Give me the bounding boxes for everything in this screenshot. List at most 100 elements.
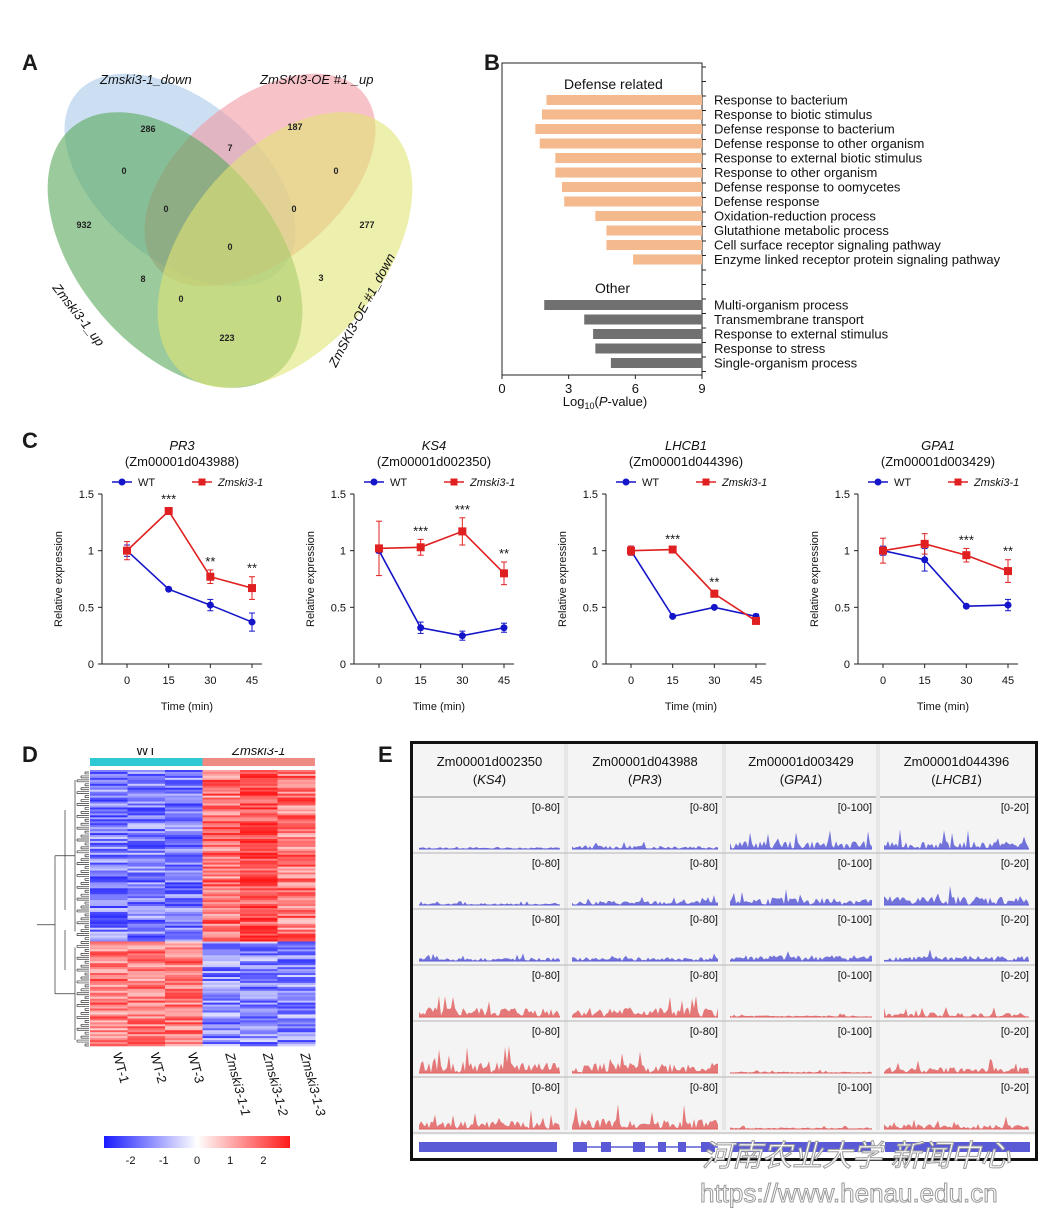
track-range-label: [0-80] [532, 1082, 560, 1094]
heatmap-cell [90, 890, 128, 893]
significance-mark: *** [665, 531, 680, 546]
heatmap-cell [127, 900, 166, 903]
heatmap-cell [202, 813, 241, 816]
heatmap-cell [90, 868, 128, 871]
track-gene-id: Zm00001d043988 [592, 754, 698, 769]
data-point [458, 632, 466, 640]
heatmap-cell [240, 911, 278, 915]
heatmap-cell [127, 781, 166, 785]
heatmap-cell [165, 846, 203, 850]
heatmap-cell [127, 791, 166, 794]
heatmap-cell [127, 909, 166, 913]
heatmap-cell [240, 858, 278, 861]
heatmap-cell [90, 892, 128, 895]
heatmap-cell [240, 992, 278, 996]
track-range-label: [0-80] [690, 970, 718, 982]
heatmap-cell [165, 868, 203, 871]
data-point [879, 546, 887, 555]
heatmap-cell [127, 868, 166, 871]
heatmap-cell [202, 809, 241, 812]
track-coverage [884, 829, 1029, 849]
heatmap-cell [127, 963, 166, 966]
heatmap-cell [240, 846, 278, 850]
heatmap-cell [127, 799, 166, 802]
heatmap-cell [165, 783, 203, 787]
heatmap-cell [202, 856, 241, 860]
heatmap-cell [202, 848, 241, 852]
heatmap-cell [240, 1042, 278, 1045]
heatmap-cell [240, 902, 278, 905]
heatmap-cell [165, 1022, 203, 1025]
heatmap-cell [277, 951, 316, 954]
heatmap-cell [277, 813, 316, 816]
heatmap-cell [127, 929, 166, 932]
heatmap-cell [165, 945, 203, 948]
go-xtick-label: 3 [565, 381, 572, 396]
track-range-label: [0-20] [1001, 858, 1029, 870]
track-coverage [884, 1058, 1029, 1073]
venn-diagram: 286 187 932 277 0 7 0 0 0 0 8 3 0 0 223 … [47, 72, 413, 388]
legend-marker [954, 478, 962, 486]
heatmap-cell [90, 852, 128, 856]
heatmap-cell [165, 915, 203, 919]
heatmap-cell [90, 990, 128, 994]
heatmap-cell [127, 803, 166, 806]
heatmap-cell [202, 911, 241, 915]
heatmap-cell [240, 941, 278, 944]
heatmap-cell [202, 888, 241, 891]
go-xtick-label: 0 [498, 381, 505, 396]
heatmap-cell [240, 909, 278, 913]
heatmap-cell [202, 884, 241, 887]
heatmap-cell [202, 852, 241, 856]
heatmap-cell [90, 961, 128, 964]
heatmap-cell [202, 799, 241, 802]
heatmap-cell [127, 829, 166, 832]
heatmap-cell [127, 1044, 166, 1047]
heatmap-cell [165, 785, 203, 789]
heatmap-cell [240, 817, 278, 820]
heatmap-cell [90, 969, 128, 972]
heatmap-cell [90, 909, 128, 913]
heatmap-cell [165, 1016, 203, 1019]
heatmap-cell [165, 996, 203, 999]
heatmap-cell [127, 923, 166, 927]
x-tick-label: 0 [376, 675, 382, 687]
heatmap-cell [202, 980, 241, 984]
heatmap-cell [240, 984, 278, 988]
heatmap-cell [240, 917, 278, 921]
heatmap-cell [165, 813, 203, 816]
x-tick-label: 30 [456, 675, 468, 687]
heatmap-cell [240, 876, 278, 879]
heatmap-group-bar-mut [202, 758, 315, 766]
heatmap-cell [165, 1020, 203, 1023]
x-tick-label: 15 [163, 675, 175, 687]
heatmap-cell [90, 900, 128, 903]
heatmap-cell [127, 771, 166, 775]
heatmap-cell [165, 1002, 203, 1005]
heatmap-cell [127, 833, 166, 836]
heatmap-cell [127, 971, 166, 974]
track-coverage [572, 1104, 718, 1129]
heatmap-cell [277, 982, 316, 986]
heatmap-cell [127, 839, 166, 842]
heatmap-cell [90, 882, 128, 885]
line-chart-pr3: PR3(Zm00001d043988) WT Zmski3-1 0 0.5 1 1.5 0 15… [53, 438, 263, 713]
track-gene-id: Zm00001d002350 [437, 754, 543, 769]
heatmap-cell [277, 927, 316, 930]
heatmap-cell [277, 876, 316, 879]
heatmap-cell [240, 1004, 278, 1007]
heatmap-cell [240, 978, 278, 982]
heatmap-cell [202, 835, 241, 838]
legend-label: WT [642, 477, 659, 489]
heatmap-cell [90, 951, 128, 954]
heatmap-cell [240, 872, 278, 875]
heatmap-cell [90, 821, 128, 824]
track-range-label: [0-80] [532, 858, 560, 870]
heatmap-cell [277, 904, 316, 907]
heatmap-cell [165, 811, 203, 814]
heatmap-cell [127, 953, 166, 956]
heatmap-cell [90, 941, 128, 944]
gene-model-exon [573, 1142, 587, 1152]
heatmap-cell [127, 982, 166, 986]
heatmap-cell [165, 1044, 203, 1047]
